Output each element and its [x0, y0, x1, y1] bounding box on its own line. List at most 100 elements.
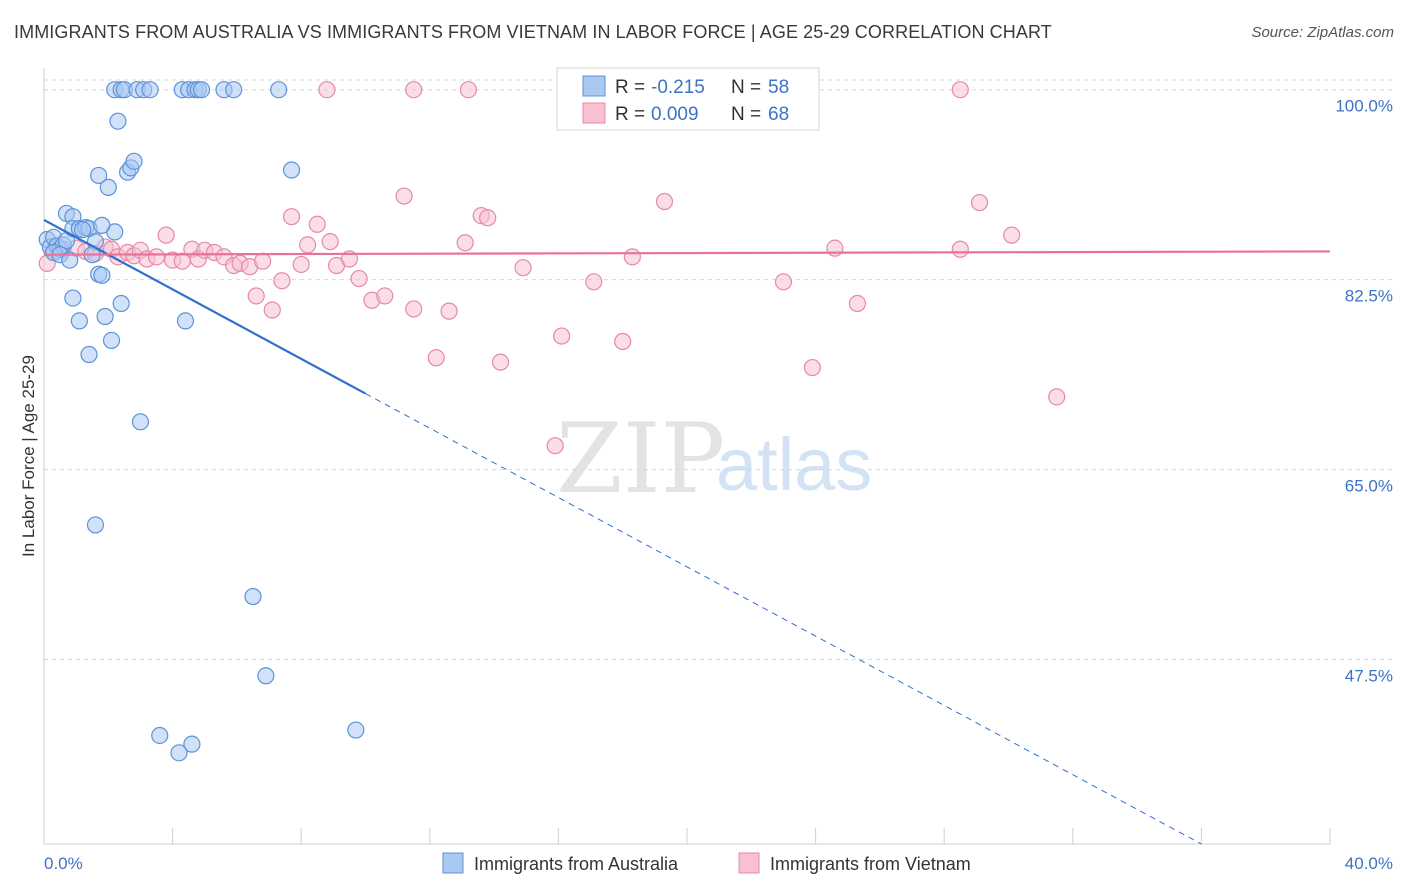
vietnam-point: [299, 236, 317, 254]
vietnam-trend-line: [43, 250, 1331, 256]
y-tick-label: 82.5%: [1345, 287, 1393, 306]
vietnam-point: [459, 81, 477, 99]
vietnam-point: [292, 255, 310, 274]
legend-swatch-vietnam: [582, 102, 606, 124]
australia-point: [192, 81, 211, 99]
vietnam-point: [951, 81, 969, 99]
australia-point: [93, 266, 111, 284]
vietnam-point: [623, 248, 641, 266]
vietnam-point: [308, 215, 326, 233]
legend-r-value-vietnam: 0.009: [651, 104, 699, 125]
vietnam-point: [970, 193, 989, 212]
vietnam-point: [440, 302, 458, 320]
legend-n-label-australia: N =: [731, 77, 761, 98]
australia-point: [64, 289, 82, 307]
australia-point: [244, 587, 262, 606]
australia-point: [183, 735, 201, 753]
australia-point: [102, 331, 121, 350]
australia-point: [109, 112, 127, 130]
vietnam-point: [655, 192, 674, 211]
legend-r-value-australia: -0.215: [651, 77, 705, 98]
australia-point: [99, 178, 117, 196]
vietnam-point: [282, 208, 301, 226]
vietnam-point: [405, 81, 423, 99]
legend-r-label-vietnam: R =: [615, 104, 645, 125]
vietnam-point: [254, 252, 272, 270]
chart-title: IMMIGRANTS FROM AUSTRALIA VS IMMIGRANTS …: [14, 22, 1052, 42]
x-tick-label-min: 0.0%: [44, 854, 83, 873]
australia-point: [73, 221, 92, 239]
legend-n-value-vietnam: 68: [768, 104, 789, 125]
legend-n-value-australia: 58: [768, 77, 789, 98]
vietnam-point: [553, 327, 571, 345]
series-legend-swatch-australia: [442, 852, 464, 874]
australia-point: [93, 216, 111, 234]
australia-point: [225, 81, 243, 99]
vietnam-point: [147, 248, 166, 266]
vietnam-point: [247, 287, 265, 305]
australia-point: [151, 726, 169, 745]
vietnam-point: [321, 233, 339, 251]
vietnam-point: [803, 358, 821, 377]
y-axis-tick-labels: 100.0% 82.5% 65.0% 47.5%: [1335, 97, 1393, 686]
australia-trend-line: [43, 218, 367, 395]
vietnam-point: [273, 272, 291, 290]
y-axis-label: In Labor Force | Age 25-29: [19, 355, 38, 557]
vietnam-point: [514, 259, 532, 277]
australia-point: [61, 251, 79, 269]
australia-point: [125, 152, 143, 170]
watermark-zip: ZIP: [556, 403, 725, 515]
vietnam-point: [479, 209, 497, 227]
australia-point: [131, 413, 150, 431]
legend-n-label-vietnam: N =: [731, 104, 761, 125]
x-tick-label-max: 40.0%: [1345, 854, 1393, 873]
vietnam-point: [395, 187, 413, 205]
y-tick-label: 47.5%: [1345, 666, 1393, 685]
australia-points: [38, 81, 365, 762]
australia-point: [257, 667, 275, 685]
series-legend-label-vietnam: Immigrants from Vietnam: [770, 854, 971, 874]
x-axis-ticks: [43, 828, 1331, 844]
australia-point: [70, 312, 88, 330]
vietnam-points: [38, 81, 1066, 455]
watermark: ZIP atlas: [556, 403, 872, 515]
y-tick-label: 65.0%: [1345, 477, 1393, 496]
vietnam-point: [1003, 226, 1021, 244]
vietnam-point: [614, 332, 632, 351]
vietnam-point: [585, 273, 603, 291]
vietnam-point: [1048, 388, 1066, 406]
vietnam-point: [546, 437, 564, 455]
vietnam-point: [774, 273, 793, 291]
australia-point: [80, 345, 98, 364]
series-legend-label-australia: Immigrants from Australia: [474, 854, 679, 874]
australia-point: [96, 307, 114, 326]
vietnam-point: [318, 81, 336, 99]
vietnam-point: [951, 240, 969, 258]
australia-point: [112, 294, 130, 313]
australia-point: [90, 166, 108, 185]
legend-swatch-australia: [582, 75, 606, 97]
australia-point: [282, 161, 301, 179]
source-label: Source: ZipAtlas.com: [1251, 24, 1394, 41]
series-legend: Immigrants from Australia Immigrants fro…: [442, 852, 971, 874]
vietnam-point: [848, 294, 866, 313]
series-legend-swatch-vietnam: [738, 852, 760, 874]
australia-trend-extension: [365, 393, 1202, 845]
australia-point: [270, 81, 288, 99]
watermark-atlas: atlas: [716, 423, 872, 506]
correlation-legend: R = -0.215 N = 58 R = 0.009 N = 68: [556, 67, 820, 131]
vietnam-point: [376, 287, 394, 305]
australia-point: [170, 744, 188, 762]
gridlines: [44, 79, 1394, 660]
trend-lines: [43, 218, 1331, 845]
australia-point: [86, 516, 105, 534]
vietnam-point: [491, 353, 510, 371]
vietnam-point: [263, 301, 281, 319]
vietnam-point: [427, 349, 445, 367]
vietnam-point: [405, 300, 423, 318]
australia-point: [141, 81, 159, 99]
australia-point: [176, 312, 195, 330]
vietnam-point: [157, 226, 175, 244]
vietnam-point: [340, 250, 359, 268]
